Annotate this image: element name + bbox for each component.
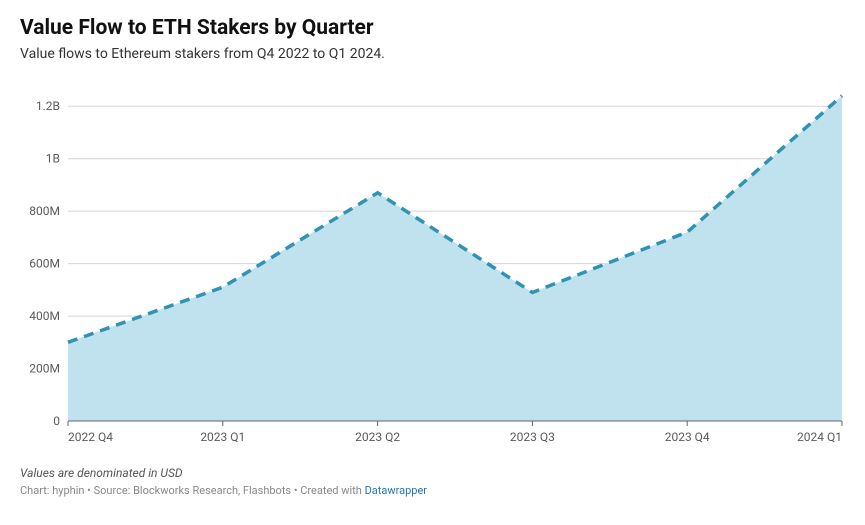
chart-credits: Chart: hyphin • Source: Blockworks Resea… xyxy=(20,484,845,497)
svg-text:1.2B: 1.2B xyxy=(36,99,60,113)
credits-link[interactable]: Datawrapper xyxy=(365,484,427,497)
svg-text:2022 Q4: 2022 Q4 xyxy=(68,430,113,444)
area-chart-svg: 0 200M 400M 600M 800M 1B 1.2B 2022 Q4 2023 Q1 202… xyxy=(20,76,845,456)
svg-text:200M: 200M xyxy=(29,362,60,376)
svg-text:600M: 600M xyxy=(29,257,60,271)
svg-text:400M: 400M xyxy=(29,309,60,323)
svg-text:2023 Q4: 2023 Q4 xyxy=(665,430,710,444)
chart-title: Value Flow to ETH Stakers by Quarter xyxy=(20,16,845,40)
chart-area: 0 200M 400M 600M 800M 1B 1.2B 2022 Q4 2023 Q1 202… xyxy=(20,76,845,456)
svg-text:800M: 800M xyxy=(29,204,60,218)
chart-subtitle: Value flows to Ethereum stakers from Q4 … xyxy=(20,46,845,62)
svg-text:2023 Q3: 2023 Q3 xyxy=(510,430,555,444)
svg-text:1B: 1B xyxy=(46,152,60,166)
svg-text:2023 Q1: 2023 Q1 xyxy=(200,430,245,444)
svg-text:2024 Q1: 2024 Q1 xyxy=(797,430,842,444)
svg-text:0: 0 xyxy=(53,414,60,428)
chart-footnote: Values are denominated in USD xyxy=(20,466,845,480)
credits-text: Chart: hyphin • Source: Blockworks Resea… xyxy=(20,484,365,497)
svg-text:2023 Q2: 2023 Q2 xyxy=(355,430,400,444)
